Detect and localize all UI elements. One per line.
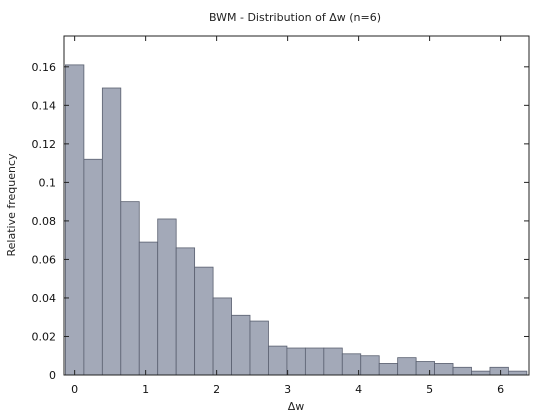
histogram-bar: [286, 347, 306, 376]
histogram-bar: [157, 218, 177, 376]
histogram-bar: [212, 297, 232, 376]
y-tick-label: 0.1: [39, 176, 57, 189]
y-tick-label: 0.06: [32, 253, 57, 266]
plot-frame: [63, 35, 530, 376]
y-tick-label: 0.16: [32, 61, 57, 74]
histogram-bar: [415, 361, 435, 376]
histogram-bar: [138, 241, 159, 376]
histogram-bar: [471, 370, 491, 376]
x-axis-label: Δw: [288, 400, 305, 413]
histogram-bar: [175, 247, 196, 376]
y-axis-label: Relative frequency: [5, 153, 18, 257]
x-axis: 0 1 2 3 4 5 6: [71, 36, 504, 396]
y-tick-label: 0.12: [32, 138, 57, 151]
histogram-bar: [194, 266, 214, 376]
y-tick-label: 0.14: [32, 99, 57, 112]
y-tick-label: 0: [49, 369, 56, 382]
x-tick-label: 1: [142, 383, 149, 396]
x-tick-label: 4: [355, 383, 362, 396]
histogram-bar: [120, 201, 140, 376]
histogram-bar: [489, 366, 509, 376]
histogram-bar: [341, 353, 362, 376]
bars-group: [65, 64, 528, 376]
histogram-bar: [360, 355, 380, 376]
histogram-bar: [452, 366, 472, 376]
histogram-bar: [83, 158, 103, 376]
histogram-bar: [268, 345, 288, 376]
x-tick-label: 3: [284, 383, 291, 396]
histogram-bar: [397, 357, 417, 376]
y-tick-label: 0.08: [32, 215, 57, 228]
x-tick-label: 0: [71, 383, 78, 396]
x-tick-label: 5: [426, 383, 433, 396]
y-tick-label: 0.04: [32, 292, 57, 305]
x-tick-label: 6: [497, 383, 504, 396]
chart-title: BWM - Distribution of Δw (n=6): [209, 11, 381, 24]
x-tick-label: 2: [213, 383, 220, 396]
histogram-bar: [323, 347, 343, 376]
histogram-bar: [508, 370, 528, 376]
histogram-bar: [434, 363, 454, 376]
y-axis: 0 0.02 0.04 0.06 0.08 0.1 0.12 0.14 0.16: [32, 61, 529, 382]
histogram-bar: [378, 363, 399, 376]
histogram-bar: [101, 87, 122, 376]
histogram-bar: [304, 347, 325, 376]
histogram-bar: [249, 320, 269, 376]
histogram-bar: [65, 64, 85, 376]
y-tick-label: 0.02: [32, 330, 57, 343]
histogram-bar: [231, 314, 251, 376]
